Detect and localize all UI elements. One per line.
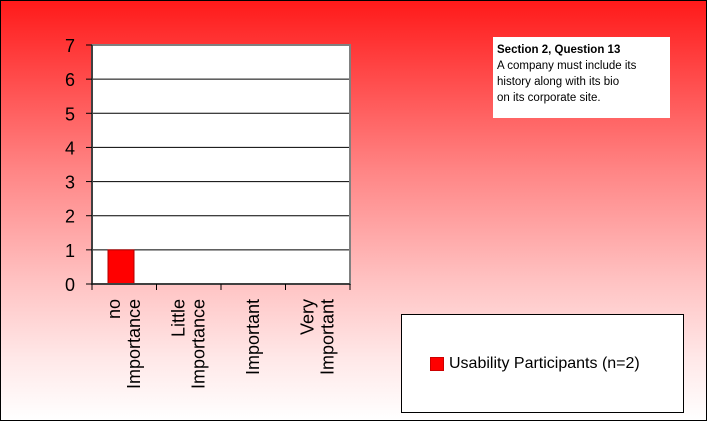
- note-line: on its corporate site.: [497, 92, 601, 104]
- legend: Usability Participants (n=2): [401, 314, 684, 413]
- x-tick-label-line: no: [104, 299, 124, 319]
- y-tick-label: 7: [65, 36, 75, 56]
- bar: [107, 249, 135, 285]
- y-tick-label: 4: [65, 138, 75, 158]
- legend-label: Usability Participants (n=2): [449, 354, 640, 372]
- x-tick-labels: no Importance Little Importance Important Ver…: [104, 299, 338, 389]
- x-tick-label-line: Important: [318, 299, 338, 375]
- y-tick-label: 1: [65, 241, 75, 261]
- x-tick-label: no Importance: [104, 299, 144, 389]
- axes: [86, 44, 351, 290]
- note-title: Section 2, Question 13: [497, 44, 621, 56]
- legend-swatch: [430, 356, 444, 371]
- note-body: A company must include its history along…: [497, 58, 666, 106]
- y-tick-labels: 0 1 2 3 4 5 6 7: [65, 36, 75, 295]
- x-tick-label-line: Important: [243, 299, 263, 375]
- x-tick-label-line: Very: [298, 299, 318, 335]
- x-tick-label: Important: [243, 299, 263, 375]
- y-tick-label: 2: [65, 207, 75, 227]
- plot-area: [92, 45, 350, 284]
- question-note: Section 2, Question 13 A company must in…: [493, 37, 670, 118]
- y-tick-label: 6: [65, 70, 75, 90]
- y-tick-label: 5: [65, 104, 75, 124]
- x-tick-label-line: Importance: [189, 299, 209, 389]
- x-tick-label-line: Little: [169, 299, 189, 337]
- y-tick-label: 0: [65, 275, 75, 295]
- bars: [107, 249, 135, 285]
- x-tick-label: Little Importance: [169, 299, 209, 389]
- y-tick-label: 3: [65, 173, 75, 193]
- x-tick-label-line: Importance: [124, 299, 144, 389]
- note-line: A company must include its: [497, 60, 637, 72]
- x-tick-label: Very Important: [298, 299, 338, 375]
- gridlines: [92, 78, 350, 251]
- note-line: history along with its bio: [497, 76, 620, 88]
